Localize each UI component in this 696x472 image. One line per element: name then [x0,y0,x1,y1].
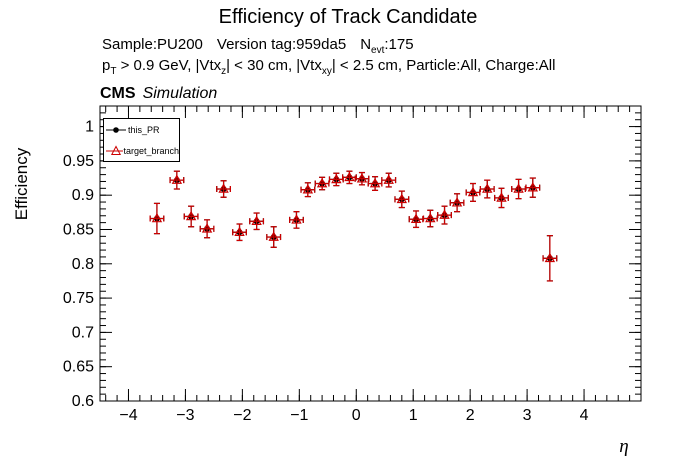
data-series [149,170,558,282]
data-point [439,209,450,219]
cms-simulation-text: Simulation [142,85,218,102]
data-point [527,181,539,192]
data-point [356,172,368,183]
sample-info-line: Sample:PU200 Version tag:959da5 Nevt:175 [102,36,414,56]
data-point [369,177,381,188]
nevt-value: :175 [384,36,414,53]
vtxxy-subscript: xy [321,66,332,77]
data-point [344,171,355,182]
nevt-symbol: N [360,36,372,53]
x-tick-label: 4 [580,407,589,424]
plot-frame [99,105,642,402]
series-this_PR [149,170,558,282]
legend-entry-this-pr: this_PR [104,120,179,140]
data-point [201,223,213,233]
data-point [218,183,229,193]
y-tick-label: 0.95 [63,153,94,170]
x-tick-label: −2 [233,407,251,424]
nevt-label: Nevt:175 [360,36,414,56]
cms-text: CMS [100,85,136,102]
x-tick-label: 2 [466,407,475,424]
legend-entry-target-branch: target_branch [104,141,179,161]
data-point [251,215,262,226]
cms-label: CMS Simulation [100,85,217,103]
x-tick-label: −1 [290,407,308,424]
data-point [383,174,394,184]
data-point [171,174,183,184]
y-axis-title: Efficiency [12,147,31,220]
pt-subscript: T [110,66,117,77]
data-point [467,186,479,197]
axis-ticks [100,105,642,402]
x-tick-label: −4 [119,407,137,424]
y-tick-label: 0.75 [63,290,94,307]
cuts-segment: > 0.9 GeV, |Vtx [116,57,222,74]
pt-symbol: p [102,57,111,74]
data-point [316,177,328,188]
plot-title: Efficiency of Track Candidate [218,6,478,28]
y-tick-label: 0.7 [72,324,94,341]
y-tick-label: 0.6 [72,393,94,410]
data-point [302,183,314,194]
vtxz-subscript: z [221,66,227,77]
data-point [268,231,279,241]
y-tick-label: 1 [85,119,94,136]
y-tick-label: 0.8 [72,256,94,273]
axis-tick-labels: −4 −3 −2 −1 0 1 2 3 4 0.6 0.65 0.7 0.75 0.8 0.85 0.9 0.9… [63,119,589,424]
legend-label-target-branch: target_branch [123,145,179,156]
sample-label: Sample:PU200 [102,36,203,53]
circle-marker-icon [106,126,126,133]
cuts-segment: | < 2.5 cm, Particle:All, Charge:All [331,57,556,74]
data-point [410,213,422,223]
data-point [185,210,197,221]
data-point [496,192,507,202]
x-tick-label: 1 [409,407,418,424]
y-tick-label: 0.9 [72,187,94,204]
data-point [151,212,163,223]
x-tick-label: −3 [176,407,194,424]
y-tick-label: 0.85 [63,221,94,238]
cuts-info-line: pT > 0.9 GeV, |Vtxz| < 30 cm, |Vtxxy| < … [102,57,555,77]
y-tick-label: 0.65 [63,359,94,376]
cuts-segment: | < 30 cm, |Vtx [226,57,322,74]
triangle-marker-icon [106,144,124,155]
data-point [451,196,463,207]
data-point [331,173,342,184]
data-point [291,214,302,224]
x-tick-label: 3 [523,407,532,424]
series-target_branch [149,170,558,282]
legend: this_PR target_branch [103,118,180,162]
x-axis-title: η [619,436,628,457]
version-label: Version tag:959da5 [216,36,347,53]
nevt-subscript: evt [371,45,385,56]
data-point [513,183,524,193]
data-point [544,252,556,263]
legend-label-this-pr: this_PR [128,124,160,135]
data-point [482,183,493,193]
data-point [234,226,245,237]
data-point [425,212,436,223]
x-tick-label: 0 [352,407,361,424]
data-point [396,193,408,204]
